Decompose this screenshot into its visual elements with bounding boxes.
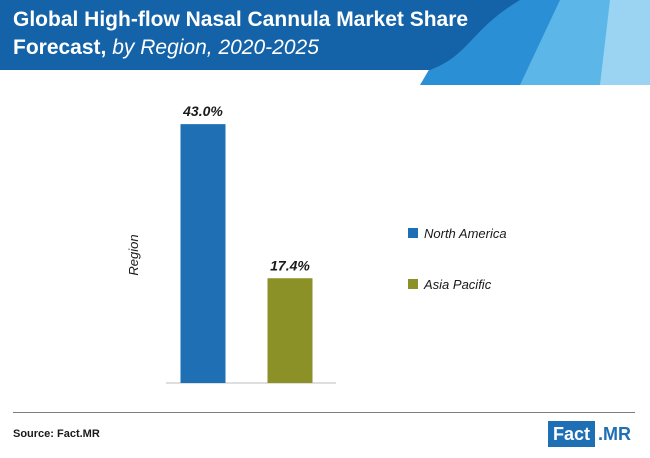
title-main: Global High-flow Nasal Cannula Market Sh… [13,8,469,59]
header-main-band [0,0,520,70]
bar-north-america [180,124,226,383]
legend: North America Asia Pacific [408,226,507,292]
header-accent-dark [420,0,560,85]
factmr-logo: Fact .MR [548,421,631,447]
header-band [0,0,650,85]
title-subtitle: by Region, 2020-2025 [112,36,319,59]
legend-swatch-asia-pacific [408,279,418,289]
y-axis-label: Region [126,234,141,275]
page-title: Global High-flow Nasal Cannula Market Sh… [13,6,483,62]
data-label-north-america: 43.0% [182,103,223,119]
data-label-asia-pacific: 17.4% [270,257,310,273]
logo-fact: Fact [548,421,596,447]
legend-swatch-north-america [408,228,418,238]
bar-asia-pacific [267,278,313,383]
logo-mr: .MR [598,424,632,444]
footer-divider [13,412,635,413]
bar-chart: Region 43.0% 17.4% North America Asia Pa… [126,103,507,384]
legend-label-north-america: North America [424,226,507,241]
legend-label-asia-pacific: Asia Pacific [423,277,492,292]
source-note: Source: Fact.MR [13,428,100,440]
